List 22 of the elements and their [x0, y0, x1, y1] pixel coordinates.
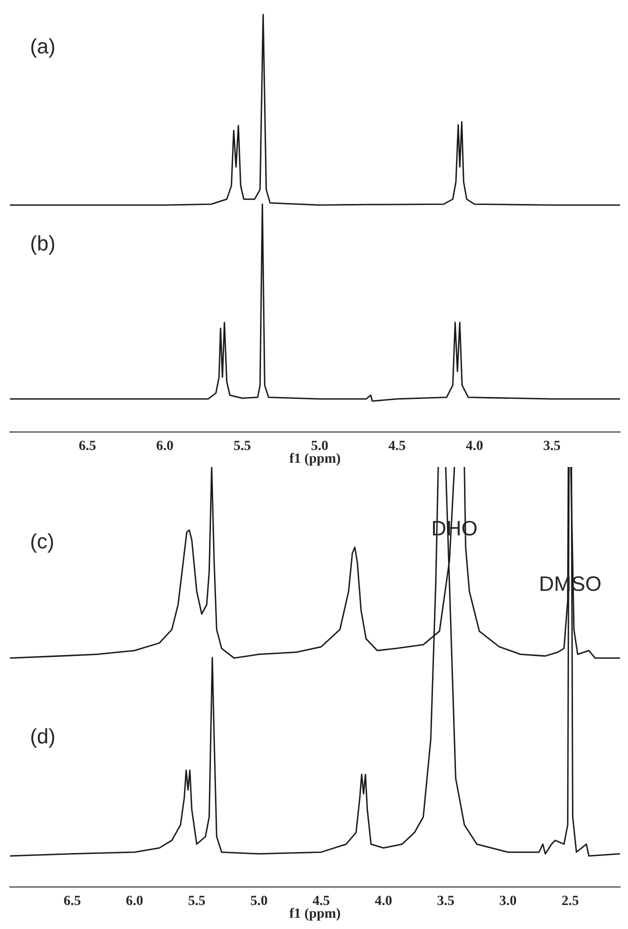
x-tick-label: 5.0: [312, 440, 328, 450]
x-tick-label: 6.0: [156, 440, 173, 450]
annotation: (d): [31, 728, 54, 748]
x-axis-title: f1 (ppm): [289, 908, 340, 921]
x-tick-label: 5.5: [234, 440, 250, 450]
annotation: (a): [31, 38, 54, 58]
x-tick-label: 6.0: [126, 896, 143, 906]
x-tick-label: 2.5: [562, 896, 578, 906]
x-tick-label: 4.5: [312, 896, 330, 906]
x-tick-label: 4.0: [466, 440, 483, 450]
x-tick-label: 3.5: [544, 440, 560, 450]
x-tick-label: 5.0: [250, 896, 268, 906]
annotation: (b): [31, 235, 54, 255]
x-tick-label: 4.0: [374, 896, 392, 906]
x-axis-title: f1 (ppm): [289, 452, 340, 466]
x-tick-label: 5.5: [188, 896, 205, 906]
x-tick-label: 6.5: [64, 896, 80, 906]
x-tick-label: 3.5: [438, 896, 454, 906]
annotation: (c): [31, 533, 53, 553]
x-tick-label: 4.5: [388, 440, 406, 450]
x-tick-label: 3.0: [500, 896, 516, 906]
x-tick-label: 6.5: [79, 440, 96, 450]
